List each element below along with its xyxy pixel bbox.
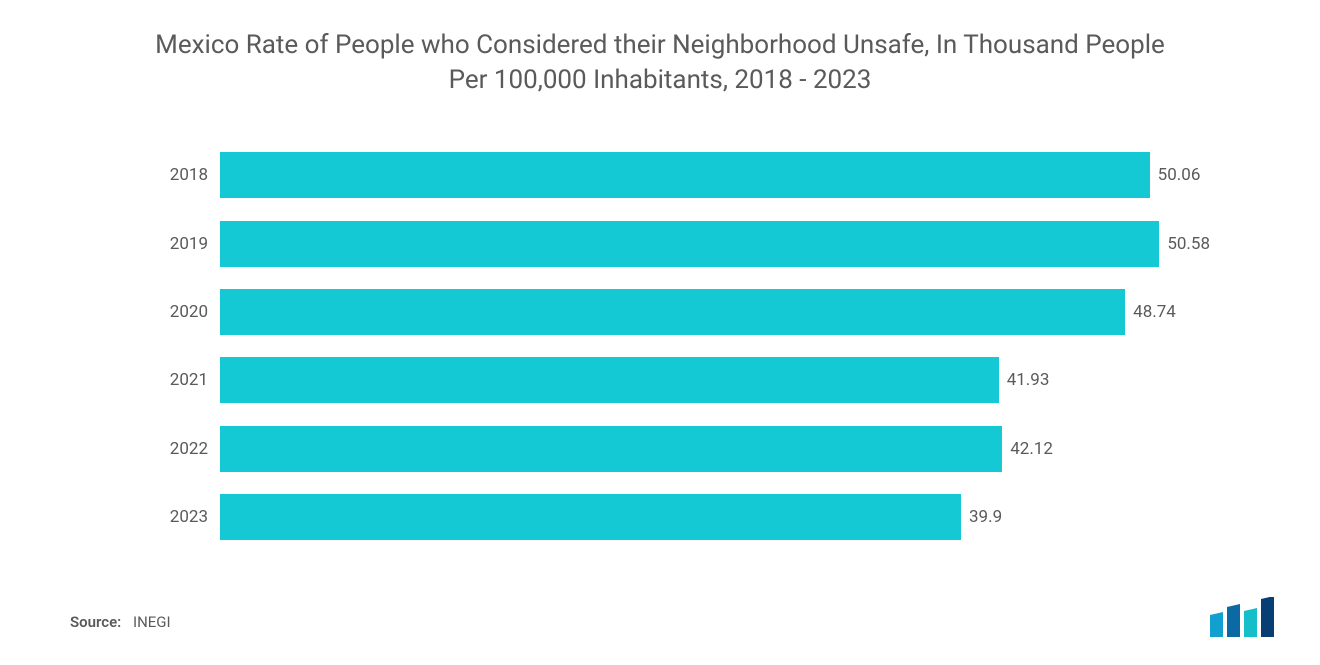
chart-container: Mexico Rate of People who Considered the… [0,0,1320,665]
bar: 50.06 [220,152,1150,198]
source-label: Source: [70,613,121,631]
bar-track: 48.74 [220,289,1260,335]
plot-area: 2018 50.06 2019 50.58 2020 48.74 [160,146,1260,546]
y-axis-label: 2019 [160,234,220,254]
bar-track: 50.58 [220,221,1260,267]
bar-track: 39.9 [220,494,1260,540]
bar-row: 2020 48.74 [160,289,1260,335]
bar-track: 42.12 [220,426,1260,472]
bar-value-label: 39.9 [961,507,1002,527]
bar-row: 2022 42.12 [160,426,1260,472]
bar-track: 50.06 [220,152,1260,198]
source-value: INEGI [133,613,171,631]
bar: 50.58 [220,221,1159,267]
chart-title: Mexico Rate of People who Considered the… [135,28,1185,98]
source-line: Source: INEGI [70,613,171,631]
bar-value-label: 50.58 [1159,234,1210,254]
y-axis-label: 2021 [160,370,220,390]
bar: 39.9 [220,494,961,540]
y-axis-label: 2020 [160,302,220,322]
bar-value-label: 41.93 [999,370,1050,390]
bar: 41.93 [220,357,999,403]
bar-track: 41.93 [220,357,1260,403]
bar-row: 2019 50.58 [160,221,1260,267]
y-axis-label: 2018 [160,165,220,185]
bar: 42.12 [220,426,1002,472]
bar-value-label: 42.12 [1002,439,1053,459]
bar-value-label: 50.06 [1150,165,1201,185]
y-axis-label: 2022 [160,439,220,459]
y-axis-label: 2023 [160,507,220,527]
bar-value-label: 48.74 [1125,302,1176,322]
bar: 48.74 [220,289,1125,335]
mordor-logo-icon [1210,597,1282,637]
bar-row: 2021 41.93 [160,357,1260,403]
bar-row: 2023 39.9 [160,494,1260,540]
bar-row: 2018 50.06 [160,152,1260,198]
